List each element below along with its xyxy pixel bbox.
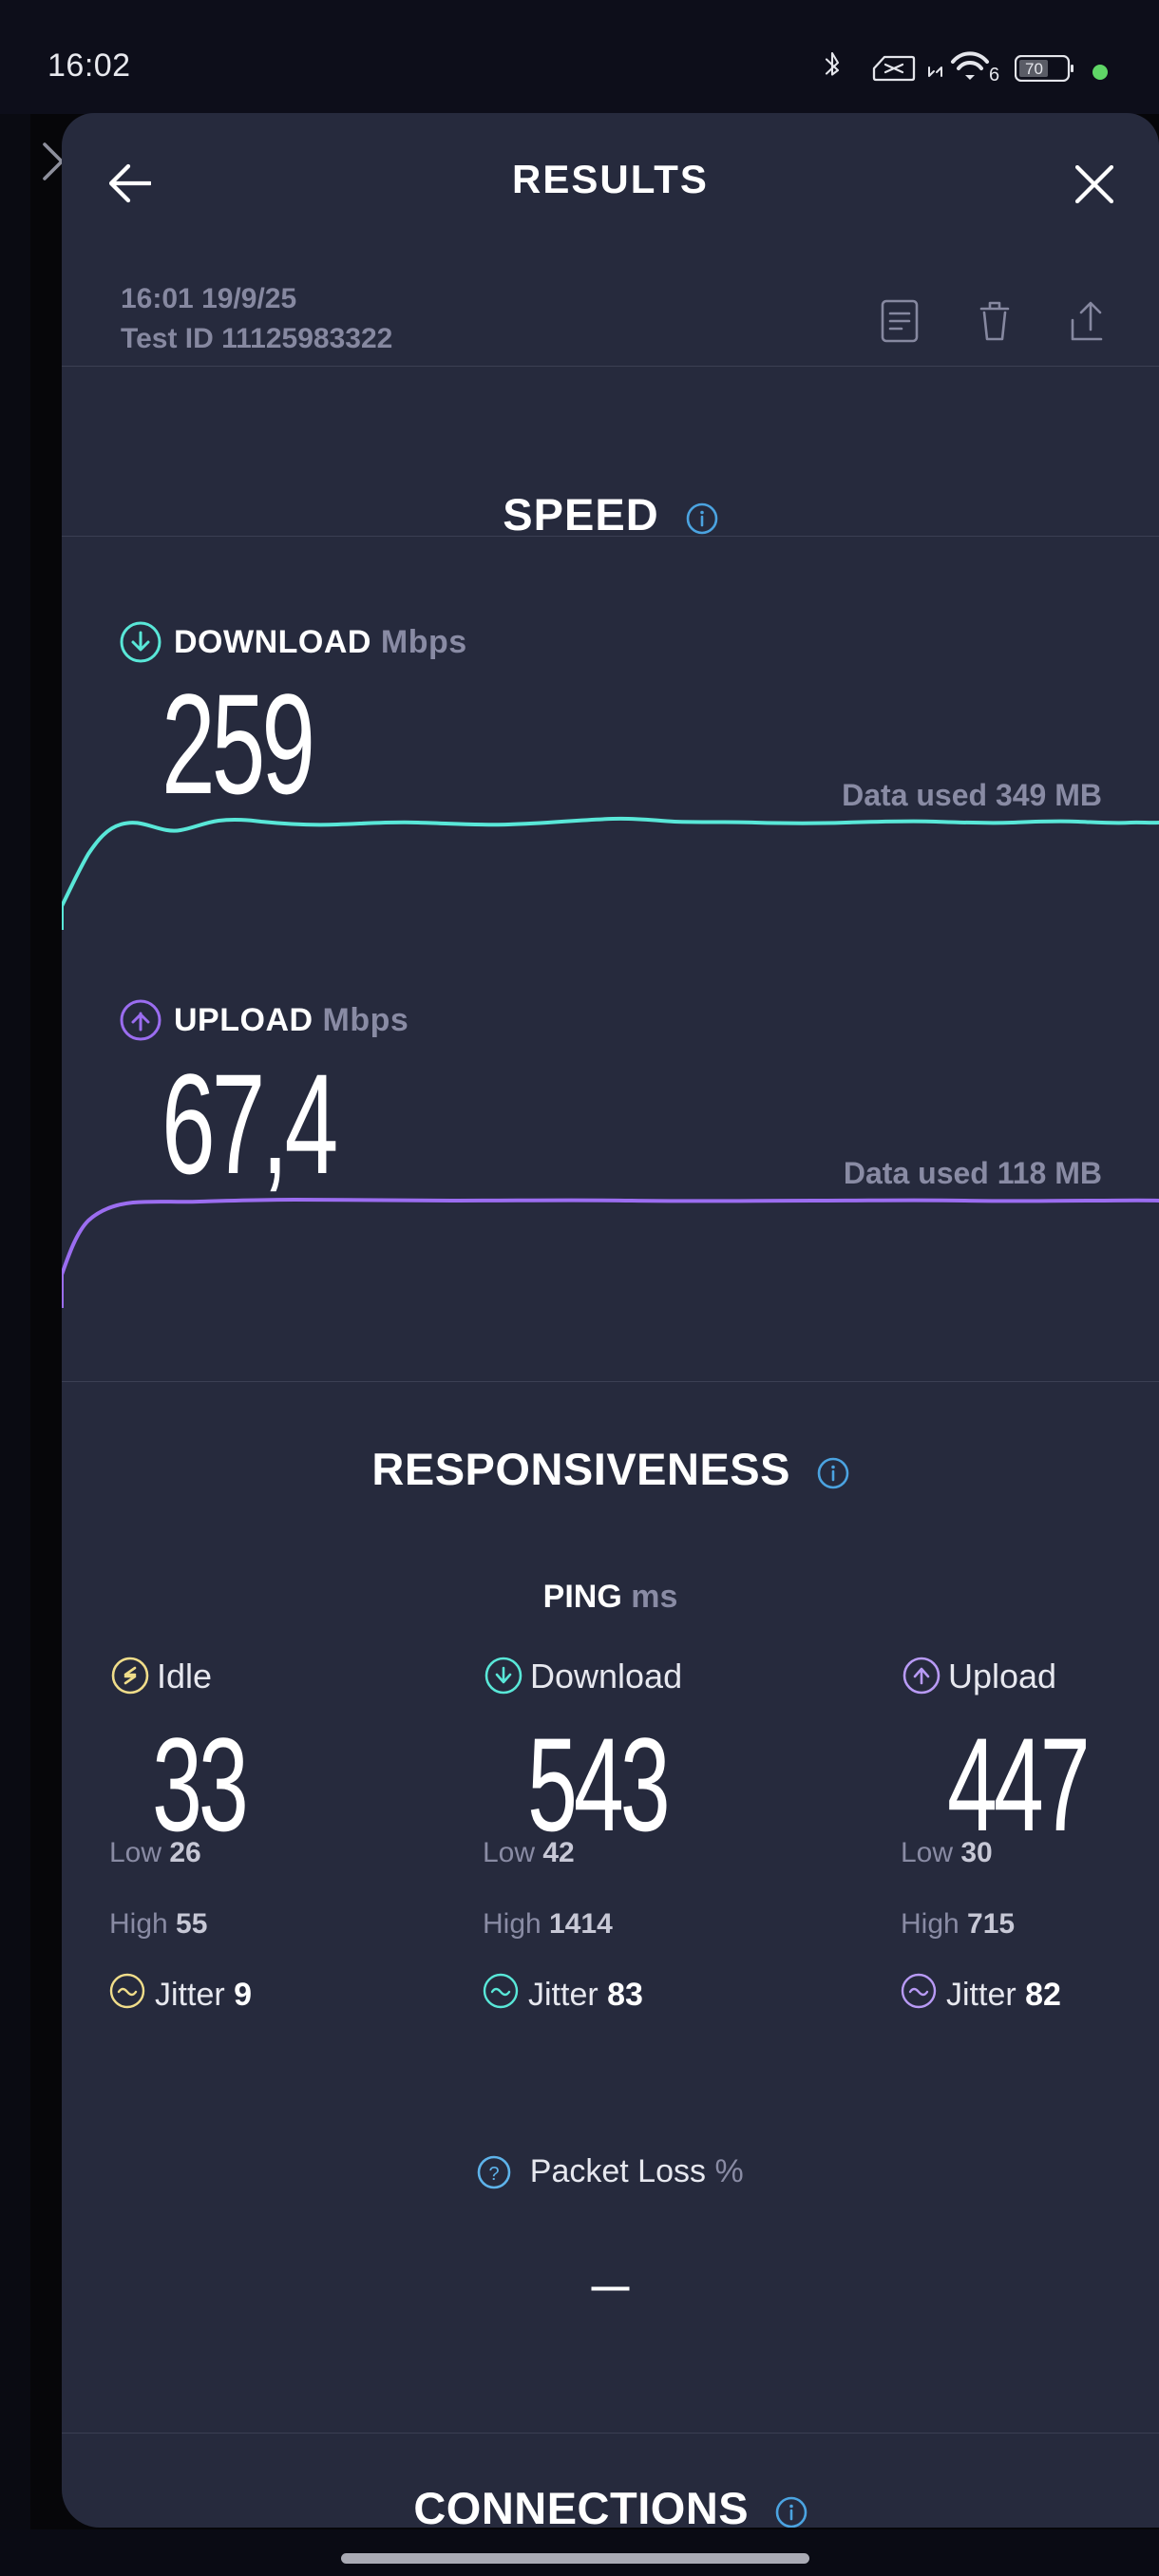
svg-text:70: 70 xyxy=(1025,60,1043,78)
svg-text:6: 6 xyxy=(989,65,999,83)
svg-text:?: ? xyxy=(489,2164,500,2185)
